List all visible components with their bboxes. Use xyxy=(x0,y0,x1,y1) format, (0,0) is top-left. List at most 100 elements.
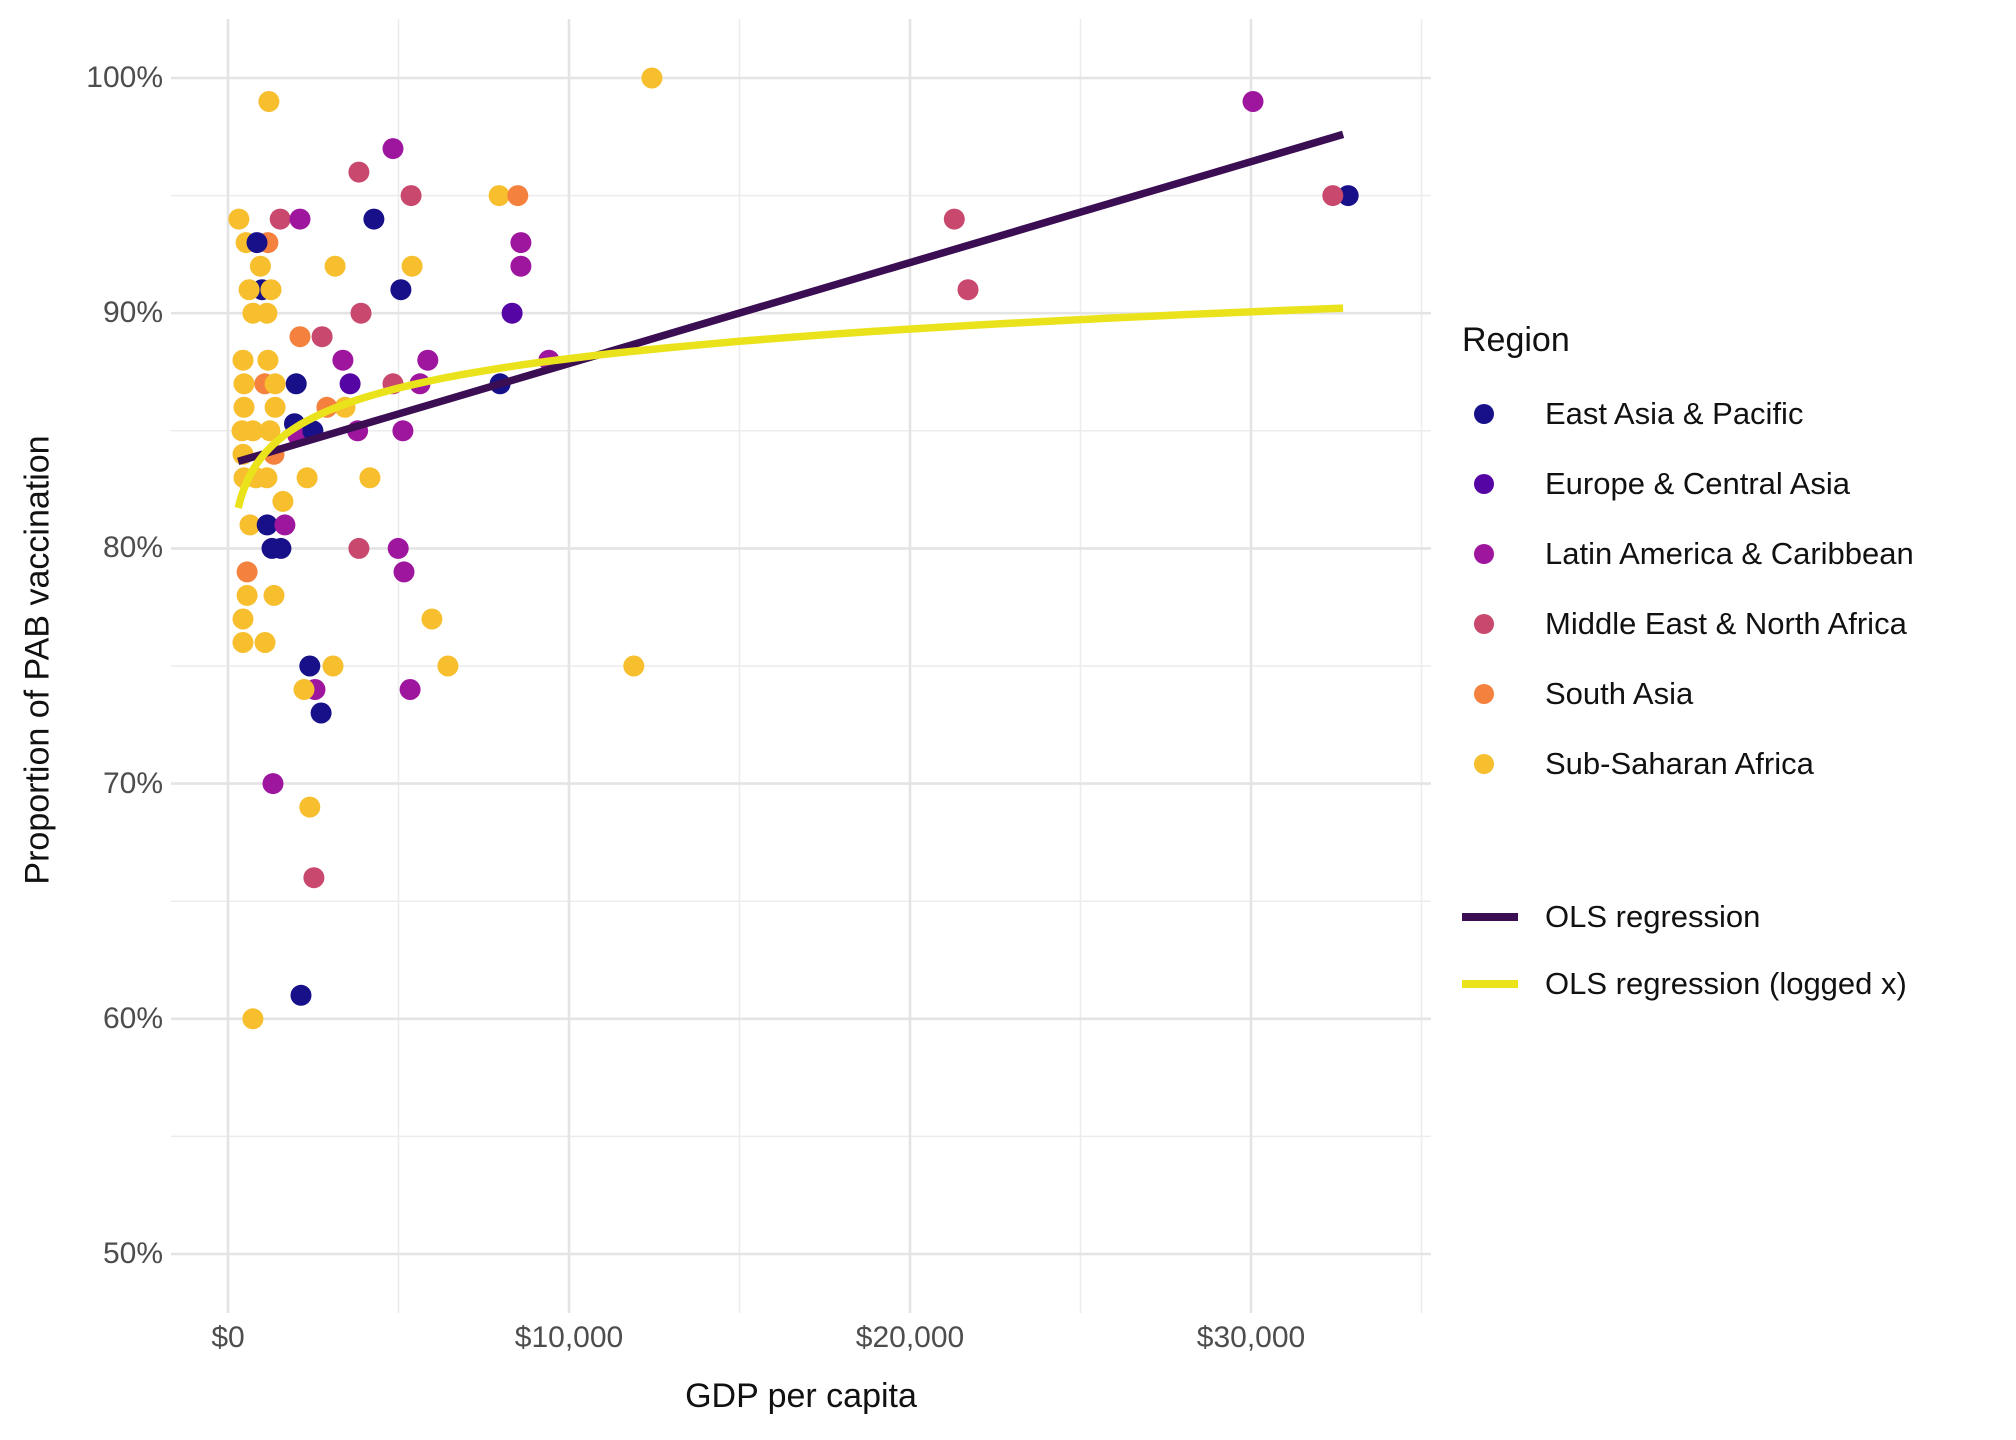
y-tick-label: 100% xyxy=(86,61,163,94)
data-point-eap xyxy=(363,208,385,230)
data-point-sa xyxy=(289,326,311,348)
y-axis-title: Proportion of PAB vaccination xyxy=(18,435,57,885)
x-tick-label: $20,000 xyxy=(855,1321,965,1354)
x-tick-label: $30,000 xyxy=(1196,1321,1306,1354)
legend-item-region: East Asia & Pacific xyxy=(1462,379,2002,449)
x-axis-title: GDP per capita xyxy=(685,1377,917,1415)
data-point-lac xyxy=(262,773,284,795)
data-point-eap xyxy=(290,984,312,1006)
data-point-mena xyxy=(957,279,979,301)
data-point-ssa xyxy=(232,632,254,653)
data-point-lac xyxy=(392,420,414,442)
legend-item-label: Latin America & Caribbean xyxy=(1545,536,1914,571)
legend-item-region: South Asia xyxy=(1462,659,2002,729)
data-point-eap xyxy=(246,232,268,254)
line-swatch-icon xyxy=(1462,912,1518,921)
legend-key xyxy=(1462,754,1506,774)
data-point-mena xyxy=(269,208,291,230)
data-point-ssa xyxy=(249,255,271,277)
data-point-lac xyxy=(417,349,439,371)
legend-title: Region xyxy=(1462,321,1570,359)
data-point-ssa xyxy=(260,279,282,301)
data-point-ssa xyxy=(293,679,315,700)
line-swatch-icon xyxy=(1462,979,1518,988)
legend-key xyxy=(1462,544,1506,564)
region-dot-icon xyxy=(1474,754,1494,774)
data-point-eca xyxy=(339,373,361,395)
data-point-eap xyxy=(270,537,292,559)
region-dot-icon xyxy=(1474,614,1494,634)
data-point-lac xyxy=(274,514,296,536)
legend-key xyxy=(1462,614,1506,634)
legend-item-region: Latin America & Caribbean xyxy=(1462,519,2002,589)
x-tick-label: $0 xyxy=(211,1321,245,1354)
region-dot-icon xyxy=(1474,404,1494,424)
data-point-ssa xyxy=(359,467,381,489)
data-point-lac xyxy=(332,349,354,371)
data-point-ssa xyxy=(488,185,510,207)
regression-line-linear xyxy=(237,130,1345,465)
data-point-ssa xyxy=(263,584,285,606)
data-point-ssa xyxy=(228,208,250,230)
data-point-lac xyxy=(289,208,311,230)
data-point-ssa xyxy=(421,608,443,630)
legend-item-region: Sub-Saharan Africa xyxy=(1462,729,2002,799)
data-point-mena xyxy=(943,208,965,230)
data-point-lac xyxy=(510,255,532,277)
legend-item-label: East Asia & Pacific xyxy=(1545,396,1804,431)
region-dot-icon xyxy=(1474,684,1494,704)
data-point-ssa xyxy=(256,302,278,324)
legend-key xyxy=(1462,474,1506,494)
data-point-ssa xyxy=(264,373,286,395)
data-point-ssa xyxy=(242,420,264,442)
y-tick-label: 50% xyxy=(102,1237,163,1270)
data-point-ssa xyxy=(401,255,423,277)
data-point-mena xyxy=(350,302,372,324)
data-point-ssa xyxy=(257,349,279,371)
legend-item-label: Middle East & North Africa xyxy=(1545,606,1907,641)
data-point-sa xyxy=(507,185,529,207)
data-point-ssa xyxy=(322,655,344,677)
x-tick-label: $10,000 xyxy=(514,1321,624,1354)
data-point-mena xyxy=(303,867,325,889)
data-point-lac xyxy=(382,138,404,160)
data-point-ssa xyxy=(272,490,294,512)
legend-item-label: Europe & Central Asia xyxy=(1545,466,1851,501)
data-point-lac xyxy=(1242,91,1264,112)
data-point-ssa xyxy=(296,467,318,489)
y-tick-label: 60% xyxy=(102,1001,163,1035)
data-point-ssa xyxy=(238,279,260,301)
data-point-lac xyxy=(399,679,421,700)
legend-line-items: OLS regression OLS regression (logged x) xyxy=(1462,883,2002,1017)
data-point-ssa xyxy=(324,255,346,277)
data-point-eap xyxy=(390,279,412,301)
legend-item-region: Middle East & North Africa xyxy=(1462,589,2002,659)
data-point-mena xyxy=(400,185,422,207)
data-point-ssa xyxy=(242,1008,264,1030)
legend-item-label: Sub-Saharan Africa xyxy=(1545,746,1814,781)
legend-key xyxy=(1462,404,1506,424)
legend-item-label: OLS regression xyxy=(1545,898,1761,934)
legend: Region East Asia & Pacific Europe & Centr… xyxy=(1462,318,2002,1017)
y-tick-label: 70% xyxy=(102,766,163,800)
region-dot-icon xyxy=(1474,544,1494,564)
data-point-ssa xyxy=(236,584,258,606)
data-point-ssa xyxy=(254,632,276,653)
data-point-mena xyxy=(348,537,370,559)
data-point-lac xyxy=(510,232,532,254)
y-tick-label: 90% xyxy=(102,296,163,330)
data-point-ssa xyxy=(299,796,321,818)
legend-item-label: OLS regression (logged x) xyxy=(1545,965,1907,1001)
data-point-ssa xyxy=(232,349,254,371)
regression-line-log xyxy=(234,304,1344,509)
legend-item-line: OLS regression xyxy=(1462,883,2002,950)
data-point-eap xyxy=(310,702,332,724)
data-point-ssa xyxy=(239,514,261,536)
data-point-lac xyxy=(393,561,415,583)
data-point-sa xyxy=(236,561,258,583)
data-point-lac xyxy=(387,537,409,559)
data-point-eap xyxy=(1337,185,1359,207)
legend-item-label: South Asia xyxy=(1545,676,1694,711)
